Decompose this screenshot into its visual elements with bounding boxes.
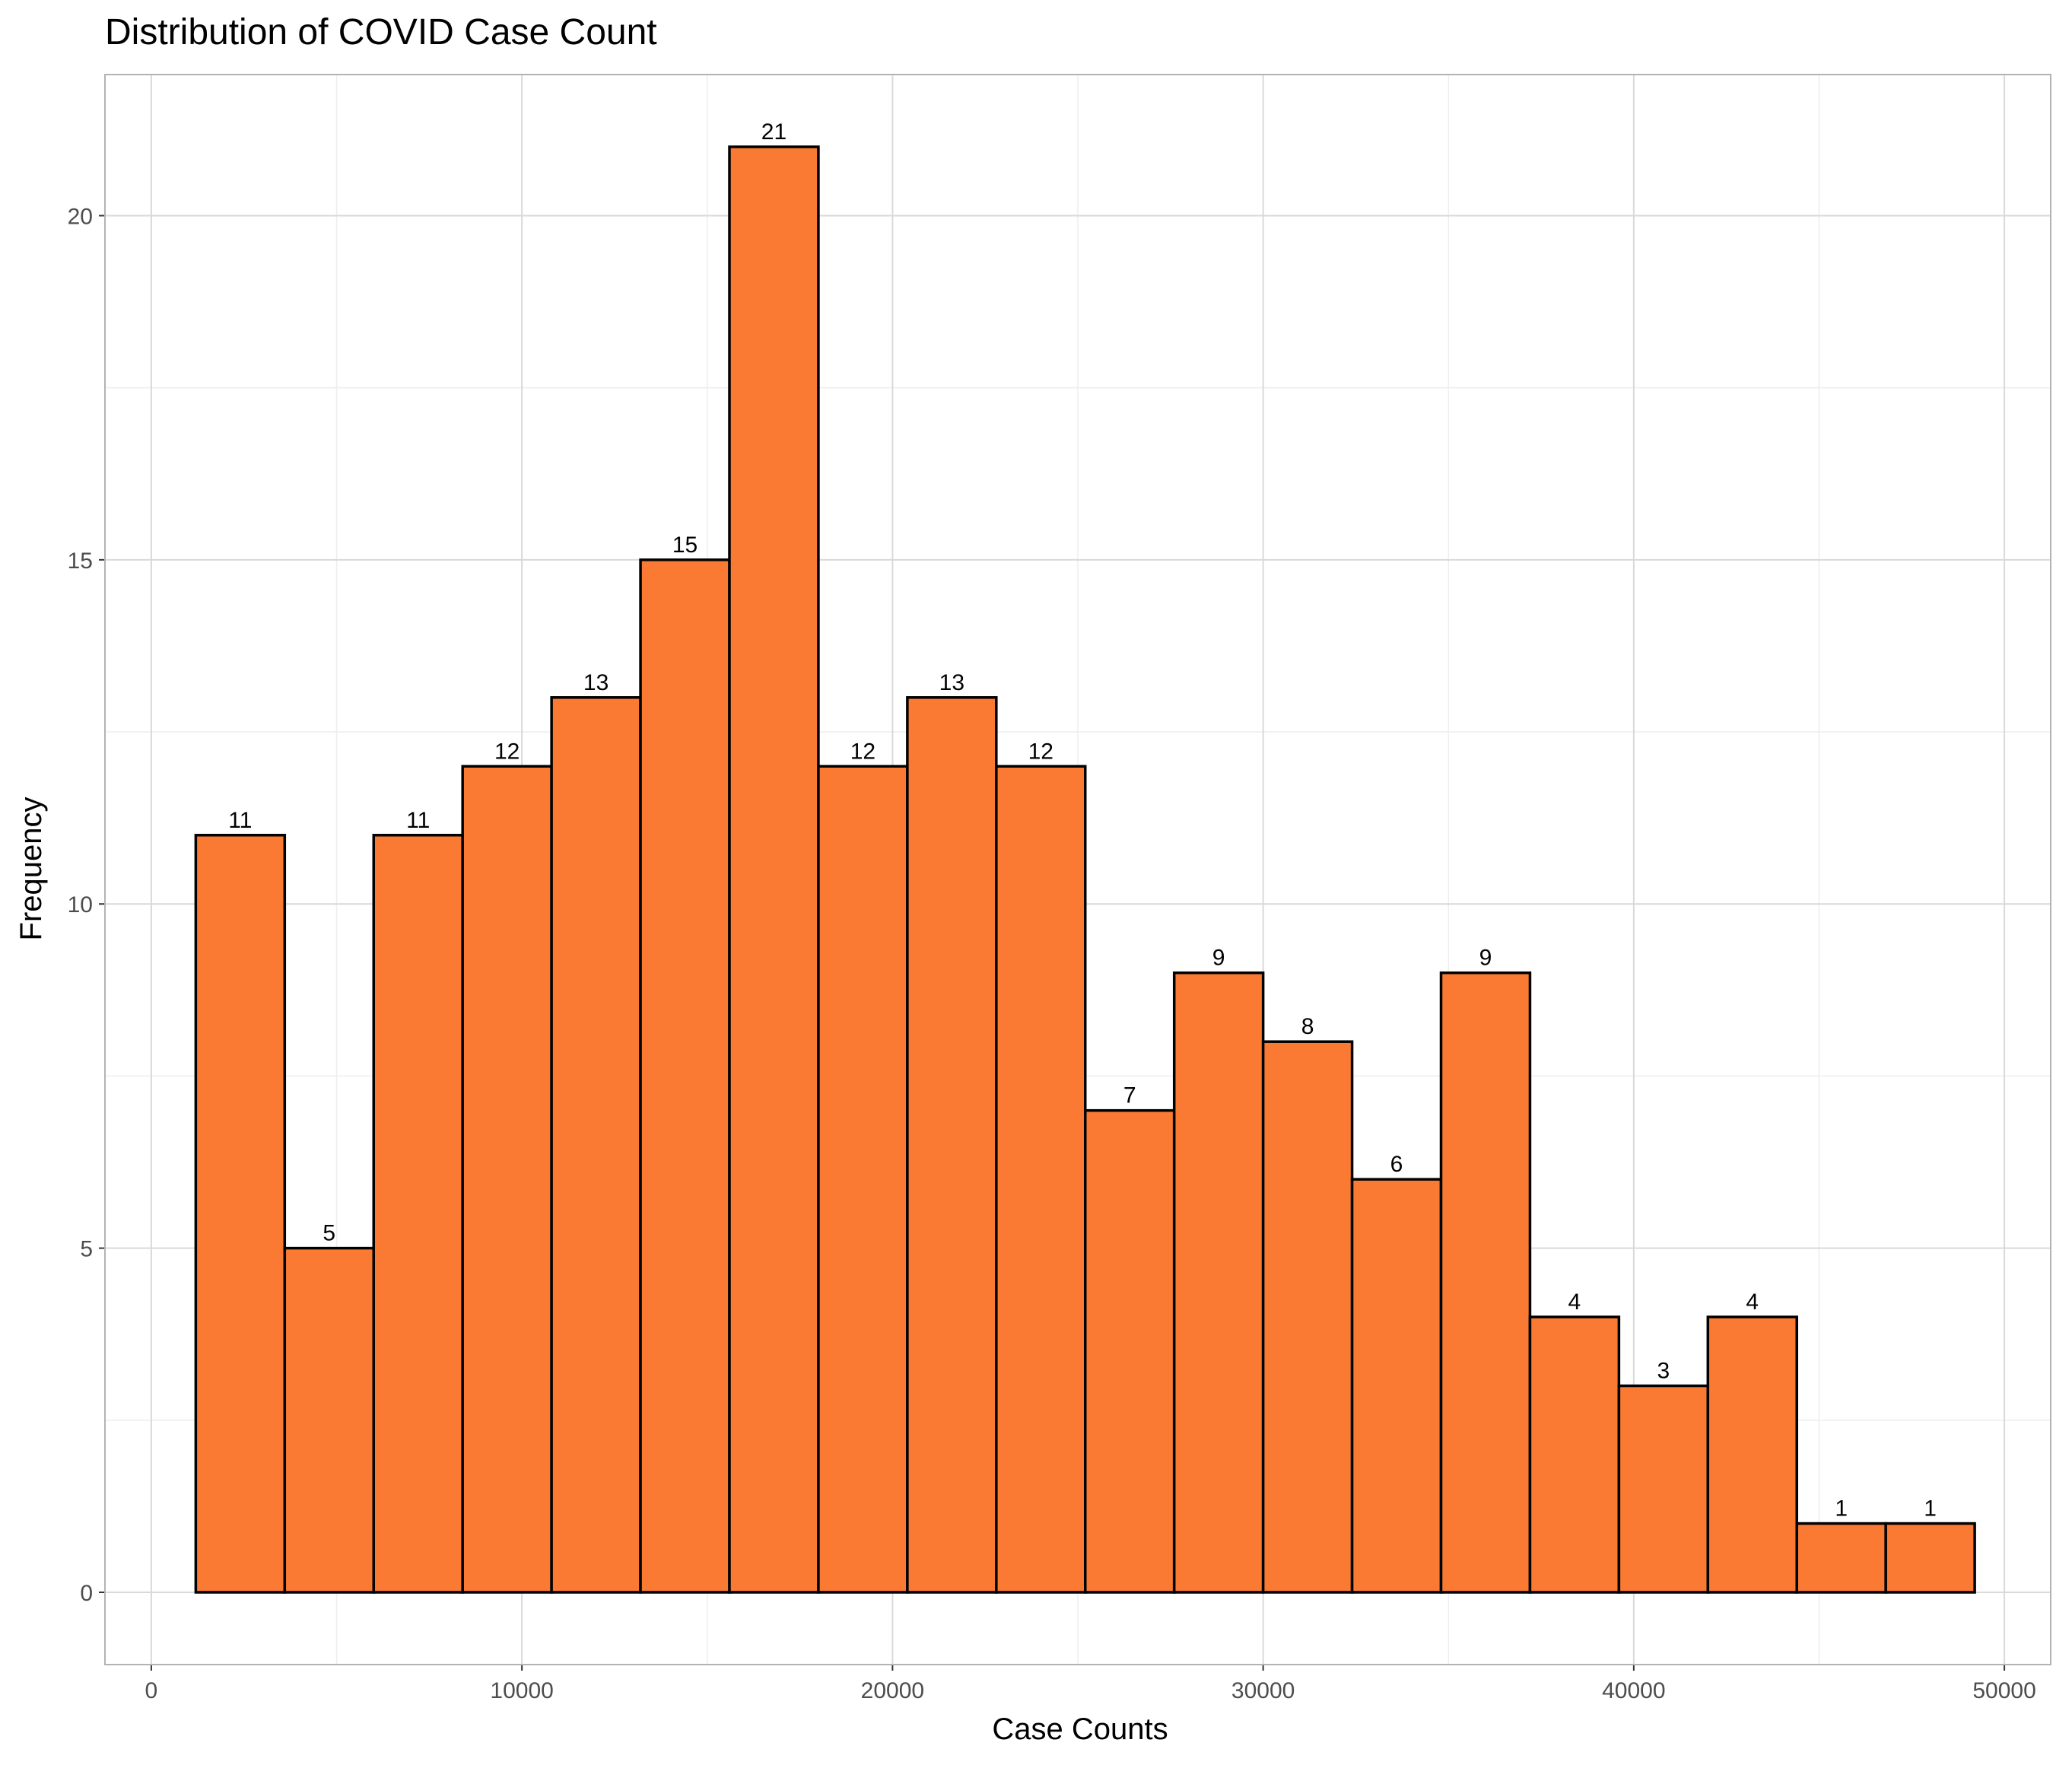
plot-area: 0 10000 20000 30000 40000 5000005101520115111… (68, 74, 2051, 1703)
bar-value-label: 9 (1479, 946, 1492, 971)
x-tick-label: 40000 (1602, 1678, 1665, 1703)
histogram-bar (639, 558, 731, 1594)
y-tick-label: 20 (68, 204, 93, 229)
panel-border (104, 74, 2051, 1665)
y-tick-label: 15 (68, 549, 93, 574)
y-tick-label: 5 (80, 1237, 93, 1262)
bar-value-label: 6 (1390, 1152, 1403, 1177)
histogram-bar (1350, 1178, 1443, 1594)
histogram-bar (1884, 1522, 1976, 1594)
histogram-bar (906, 696, 998, 1594)
bar-value-label: 11 (228, 808, 252, 833)
x-tick-label: 10000 (490, 1678, 553, 1703)
histogram-bar (372, 834, 464, 1594)
bar-value-label: 15 (672, 533, 698, 558)
chart-title: Distribution of COVID Case Count (105, 12, 657, 52)
bar-value-label: 7 (1123, 1083, 1136, 1108)
x-axis-title: Case Counts (992, 1713, 1168, 1746)
histogram-bar (461, 765, 553, 1594)
bar-value-label: 1 (1924, 1496, 1937, 1522)
y-axis-title: Frequency (14, 797, 48, 941)
x-tick-label: 20000 (861, 1678, 924, 1703)
histogram-bar (1083, 1108, 1176, 1594)
histogram-bar (1439, 971, 1532, 1594)
histogram-bar (550, 696, 642, 1594)
x-tick-label: 50000 (1972, 1678, 2035, 1703)
x-tick-label: 30000 (1231, 1678, 1295, 1703)
bar-value-label: 13 (939, 670, 964, 695)
y-tick-label: 0 (80, 1581, 93, 1606)
bar-value-label: 21 (761, 119, 787, 145)
bar-value-label: 1 (1835, 1496, 1848, 1522)
histogram-bar (1706, 1315, 1798, 1594)
bar-value-label: 3 (1657, 1359, 1670, 1384)
histogram-bar (1172, 971, 1265, 1594)
bar-value-label: 12 (1028, 739, 1053, 764)
histogram-bar (817, 765, 909, 1594)
bar-value-label: 5 (323, 1221, 335, 1246)
bar-value-label: 13 (583, 670, 609, 695)
x-tick-label: 0 (145, 1678, 158, 1703)
bar-value-label: 12 (850, 739, 876, 764)
histogram-bar (728, 145, 820, 1594)
bar-value-label: 8 (1301, 1014, 1314, 1039)
bar-value-label: 9 (1212, 946, 1225, 971)
y-tick-label: 10 (68, 892, 93, 917)
histogram-bar (194, 834, 287, 1594)
bar-value-label: 4 (1746, 1290, 1759, 1315)
histogram-bar (283, 1246, 375, 1594)
bar-value-label: 4 (1568, 1290, 1581, 1315)
histogram-bar (1528, 1315, 1621, 1594)
histogram-bar (1795, 1522, 1887, 1594)
bar-value-label: 12 (494, 739, 520, 764)
bar-value-label: 11 (406, 808, 430, 833)
histogram-bar (995, 765, 1087, 1594)
histogram-bar (1617, 1384, 1710, 1594)
histogram-bar (1261, 1040, 1354, 1594)
